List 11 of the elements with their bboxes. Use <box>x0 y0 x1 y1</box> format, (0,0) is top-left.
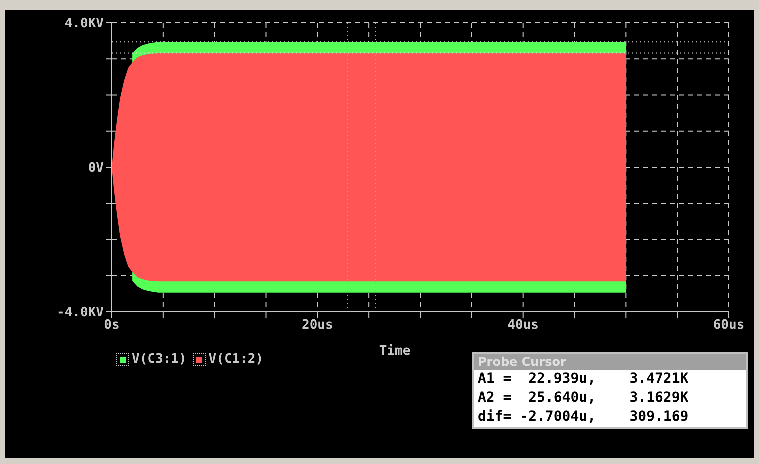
x-axis-title: Time <box>378 344 412 359</box>
x-tick-label: 40us <box>508 318 539 334</box>
y-tick-label: -4.0KV <box>57 306 104 321</box>
y-tick-label: 0V <box>88 161 104 176</box>
legend-label: V(C3:1) <box>132 352 187 367</box>
x-tick-label: 60us <box>713 318 745 334</box>
y-tick-label: 4.0KV <box>64 16 104 32</box>
x-tick-label: 0s <box>104 318 120 334</box>
x-tick-label: 20us <box>302 318 334 334</box>
legend-label: V(C1:2) <box>208 352 264 367</box>
cursor-readout-panel: Probe Cursor A1 = 22.939u, 3.4721K A2 = 25.640u, 3.1629K dif= -2.7004u, 309.169 <box>472 352 748 429</box>
